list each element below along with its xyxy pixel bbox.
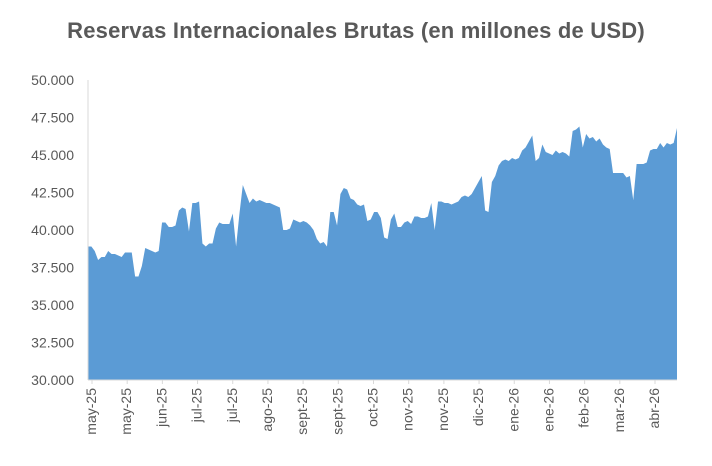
area-series <box>88 126 677 380</box>
x-tick-label: may-25 <box>83 388 99 435</box>
x-tick-label: mar-26 <box>611 388 627 433</box>
x-tick-label: sept-25 <box>329 388 345 435</box>
x-tick-label: sept-25 <box>294 388 310 435</box>
x-tick-label: jul-25 <box>189 388 205 423</box>
y-tick-label: 37.500 <box>31 260 74 276</box>
x-tick-label: jul-25 <box>224 388 240 423</box>
y-tick-label: 32.500 <box>31 335 74 351</box>
chart-title: Reservas Internacionales Brutas (en mill… <box>67 18 645 43</box>
y-tick-label: 40.000 <box>31 222 74 238</box>
x-tick-label: nov-25 <box>435 388 451 431</box>
x-tick-label: ago-25 <box>259 388 275 432</box>
x-tick-label: jun-25 <box>153 388 169 428</box>
x-tick-label: feb-26 <box>576 388 592 428</box>
x-tick-label: ene-26 <box>505 388 521 432</box>
x-tick-label: dic-25 <box>470 388 486 426</box>
y-tick-label: 35.000 <box>31 297 74 313</box>
y-tick-label: 50.000 <box>31 72 74 88</box>
y-tick-label: 30.000 <box>31 372 74 388</box>
x-tick-label: nov-25 <box>400 388 416 431</box>
y-tick-label: 47.500 <box>31 110 74 126</box>
y-tick-label: 45.000 <box>31 147 74 163</box>
x-tick-label: abr-26 <box>646 388 662 429</box>
y-tick-label: 42.500 <box>31 185 74 201</box>
x-tick-label: may-25 <box>118 388 134 435</box>
x-tick-label: ene-26 <box>540 388 556 432</box>
x-tick-label: oct-25 <box>365 388 381 427</box>
